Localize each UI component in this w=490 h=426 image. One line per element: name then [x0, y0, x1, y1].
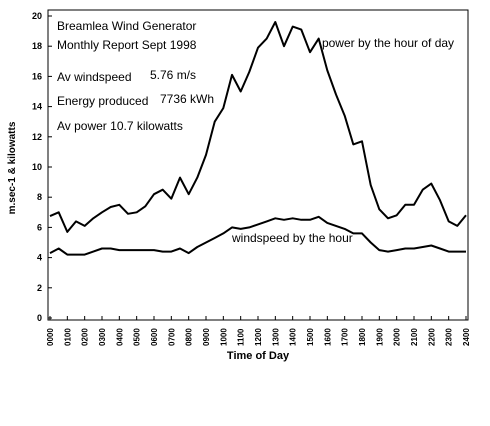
series-label: power by the hour of day [321, 36, 455, 50]
y-tick-label: 8 [37, 192, 42, 202]
x-tick-label: 0400 [115, 328, 124, 346]
x-tick-label: 1400 [289, 328, 298, 346]
y-tick-label: 6 [37, 222, 42, 232]
x-tick-label: 0700 [167, 328, 176, 346]
annotation: 7736 kWh [160, 92, 214, 106]
annotation: Monthly Report Sept 1998 [57, 38, 197, 52]
x-tick-label: 0100 [63, 328, 72, 346]
series-label: windspeed by the hour [231, 231, 353, 245]
annotation: Av windspeed [57, 70, 132, 84]
x-tick-label: 1300 [271, 328, 280, 346]
x-tick-label: 1200 [254, 328, 263, 346]
y-tick-label: 16 [32, 71, 42, 81]
chart: Breamlea Wind Generator Monthly Report S… [7, 9, 471, 362]
x-tick-label: 0000 [46, 328, 55, 346]
x-tick-label: 2200 [427, 328, 436, 346]
x-tick-label: 2000 [393, 328, 402, 346]
y-tick-label: 10 [32, 162, 42, 172]
plot-frame [47, 9, 469, 321]
x-tick-label: 0300 [98, 328, 107, 346]
annotation: Av power 10.7 kilowatts [57, 119, 183, 133]
x-tick-label: 2100 [410, 328, 419, 346]
x-tick-label: 1800 [358, 328, 367, 346]
y-axis-label: m.sec-1 & kilowatts [7, 121, 18, 214]
y-tick-label: 14 [32, 102, 42, 112]
x-tick-label: 1100 [237, 328, 246, 346]
y-tick-label: 18 [32, 41, 42, 51]
y-tick-label: 0 [37, 313, 42, 323]
series-line [49, 215, 466, 256]
x-tick-label: 1000 [219, 328, 228, 346]
series-line [49, 21, 467, 233]
annotation: 5.76 m/s [150, 68, 196, 82]
x-tick-label: 1700 [341, 328, 350, 346]
annotation: Breamlea Wind Generator [57, 19, 196, 33]
x-tick-label: 1900 [375, 328, 384, 346]
x-axis-label: Time of Day [227, 350, 290, 362]
x-tick-label: 0600 [150, 328, 159, 346]
x-tick-label: 2400 [462, 328, 471, 346]
x-tick-label: 1600 [323, 328, 332, 346]
x-tick-label: 2300 [445, 328, 454, 346]
x-tick-label: 0200 [81, 328, 90, 346]
x-tick-label: 0800 [185, 328, 194, 346]
y-tick-label: 20 [32, 11, 42, 21]
y-tick-label: 2 [37, 283, 42, 293]
annotation: Energy produced [57, 94, 148, 108]
y-tick-label: 4 [37, 253, 42, 263]
y-tick-label: 12 [32, 132, 42, 142]
x-tick-label: 0900 [202, 328, 211, 346]
x-tick-label: 0500 [133, 328, 142, 346]
x-tick-label: 1500 [306, 328, 315, 346]
